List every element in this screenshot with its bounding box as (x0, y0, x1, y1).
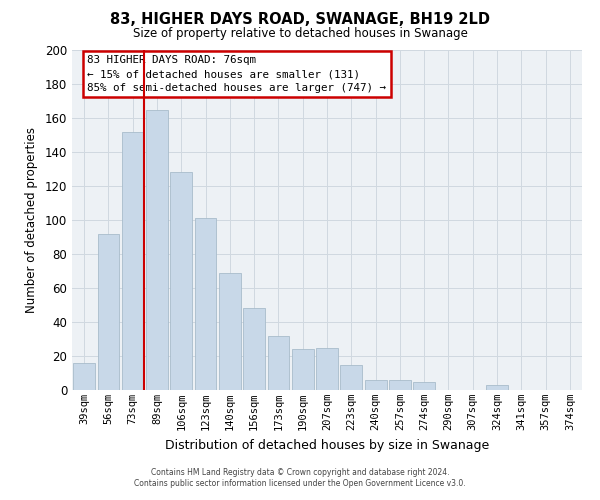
X-axis label: Distribution of detached houses by size in Swanage: Distribution of detached houses by size … (165, 438, 489, 452)
Bar (365, 380, 386, 390)
Text: 83 HIGHER DAYS ROAD: 76sqm
← 15% of detached houses are smaller (131)
85% of sem: 83 HIGHER DAYS ROAD: 76sqm ← 15% of deta… (88, 55, 386, 93)
Bar (486, 385, 508, 390)
Bar (340, 364, 362, 390)
Bar (146, 110, 168, 390)
Bar (243, 308, 265, 390)
Bar (194, 218, 217, 390)
Bar (97, 234, 119, 390)
Bar (316, 348, 338, 390)
Bar (413, 382, 435, 390)
Bar (219, 272, 241, 390)
Text: Size of property relative to detached houses in Swanage: Size of property relative to detached ho… (133, 28, 467, 40)
Text: 83, HIGHER DAYS ROAD, SWANAGE, BH19 2LD: 83, HIGHER DAYS ROAD, SWANAGE, BH19 2LD (110, 12, 490, 28)
Text: Contains HM Land Registry data © Crown copyright and database right 2024.
Contai: Contains HM Land Registry data © Crown c… (134, 468, 466, 487)
Bar (268, 336, 289, 390)
Bar (73, 363, 95, 390)
Bar (389, 380, 411, 390)
Y-axis label: Number of detached properties: Number of detached properties (25, 127, 38, 313)
Bar (292, 349, 314, 390)
Bar (122, 132, 143, 390)
Bar (170, 172, 192, 390)
